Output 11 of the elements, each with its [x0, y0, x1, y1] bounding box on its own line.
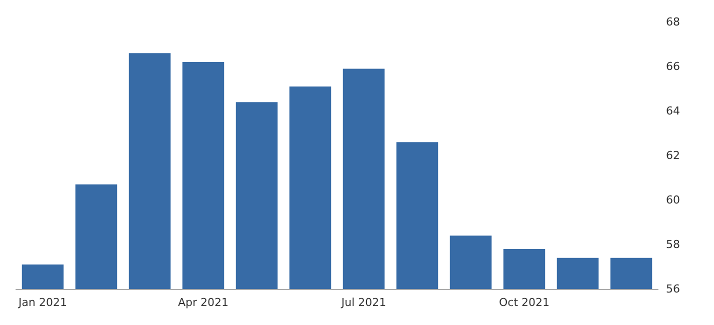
y-tick-label: 64 — [666, 104, 680, 118]
x-tick-label: Apr 2021 — [178, 296, 229, 309]
y-tick-label: 68 — [666, 16, 680, 28]
y-tick-label: 58 — [666, 238, 680, 251]
y-tick-label: 66 — [666, 60, 680, 73]
x-tick-label: Oct 2021 — [498, 296, 550, 309]
x-tick-label: Jul 2021 — [340, 296, 386, 309]
y-tick-label: 62 — [666, 149, 680, 162]
x-tick-label: Jan 2021 — [18, 296, 67, 309]
y-tick-label: 60 — [666, 194, 680, 206]
y-tick-label: 56 — [666, 282, 680, 296]
